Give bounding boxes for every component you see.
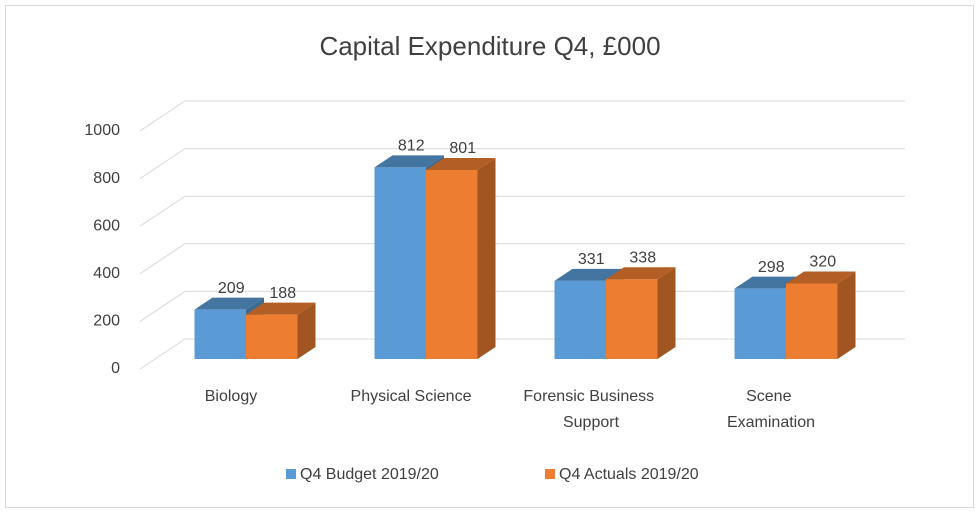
legend-label: Q4 Budget 2019/20 [300,466,439,483]
data-label: 801 [449,140,476,157]
bar-top [786,271,856,284]
x-tick-label: Physical Science [351,388,472,405]
bar [194,309,246,359]
y-tick-label: 200 [93,313,120,330]
bar-side [657,267,676,359]
y-tick-label: 0 [111,360,120,377]
x-tick-label: Scene Examination [727,388,815,431]
data-label: 188 [269,285,296,302]
grid-line [139,100,905,132]
bar-top [554,268,624,281]
chart-title: Capital Expenditure Q4, £000 [319,31,660,61]
data-label: 209 [218,280,245,297]
bar-top [606,267,676,280]
bar [554,280,606,359]
y-tick-label: 800 [93,170,120,187]
bar-side [297,302,316,359]
bar [734,288,786,359]
data-label: 812 [398,138,425,155]
grid-line [139,243,905,275]
data-label: 338 [629,249,656,266]
x-tick-label: Biology [205,388,257,405]
y-tick-label: 600 [93,217,120,234]
x-tick-label: Forensic Business Support [523,388,658,431]
bar [606,279,658,359]
bar-side [837,271,856,359]
data-label: 331 [578,251,605,268]
bar [246,314,298,359]
bar [426,169,478,359]
grid-line [139,195,905,227]
bar-side [477,157,496,359]
legend-swatch [286,469,296,479]
data-label: 320 [809,254,836,271]
y-tick-label: 1000 [84,122,120,139]
legend-swatch [545,469,555,479]
bar-top [374,155,444,168]
bar-top [194,297,264,310]
grid-line [139,148,905,180]
legend-label: Q4 Actuals 2019/20 [559,466,699,483]
bar [374,167,426,359]
data-label: 298 [758,259,785,276]
y-tick-label: 400 [93,265,120,282]
bar [786,283,838,359]
bar-top [246,302,316,315]
bar-top [426,157,496,170]
